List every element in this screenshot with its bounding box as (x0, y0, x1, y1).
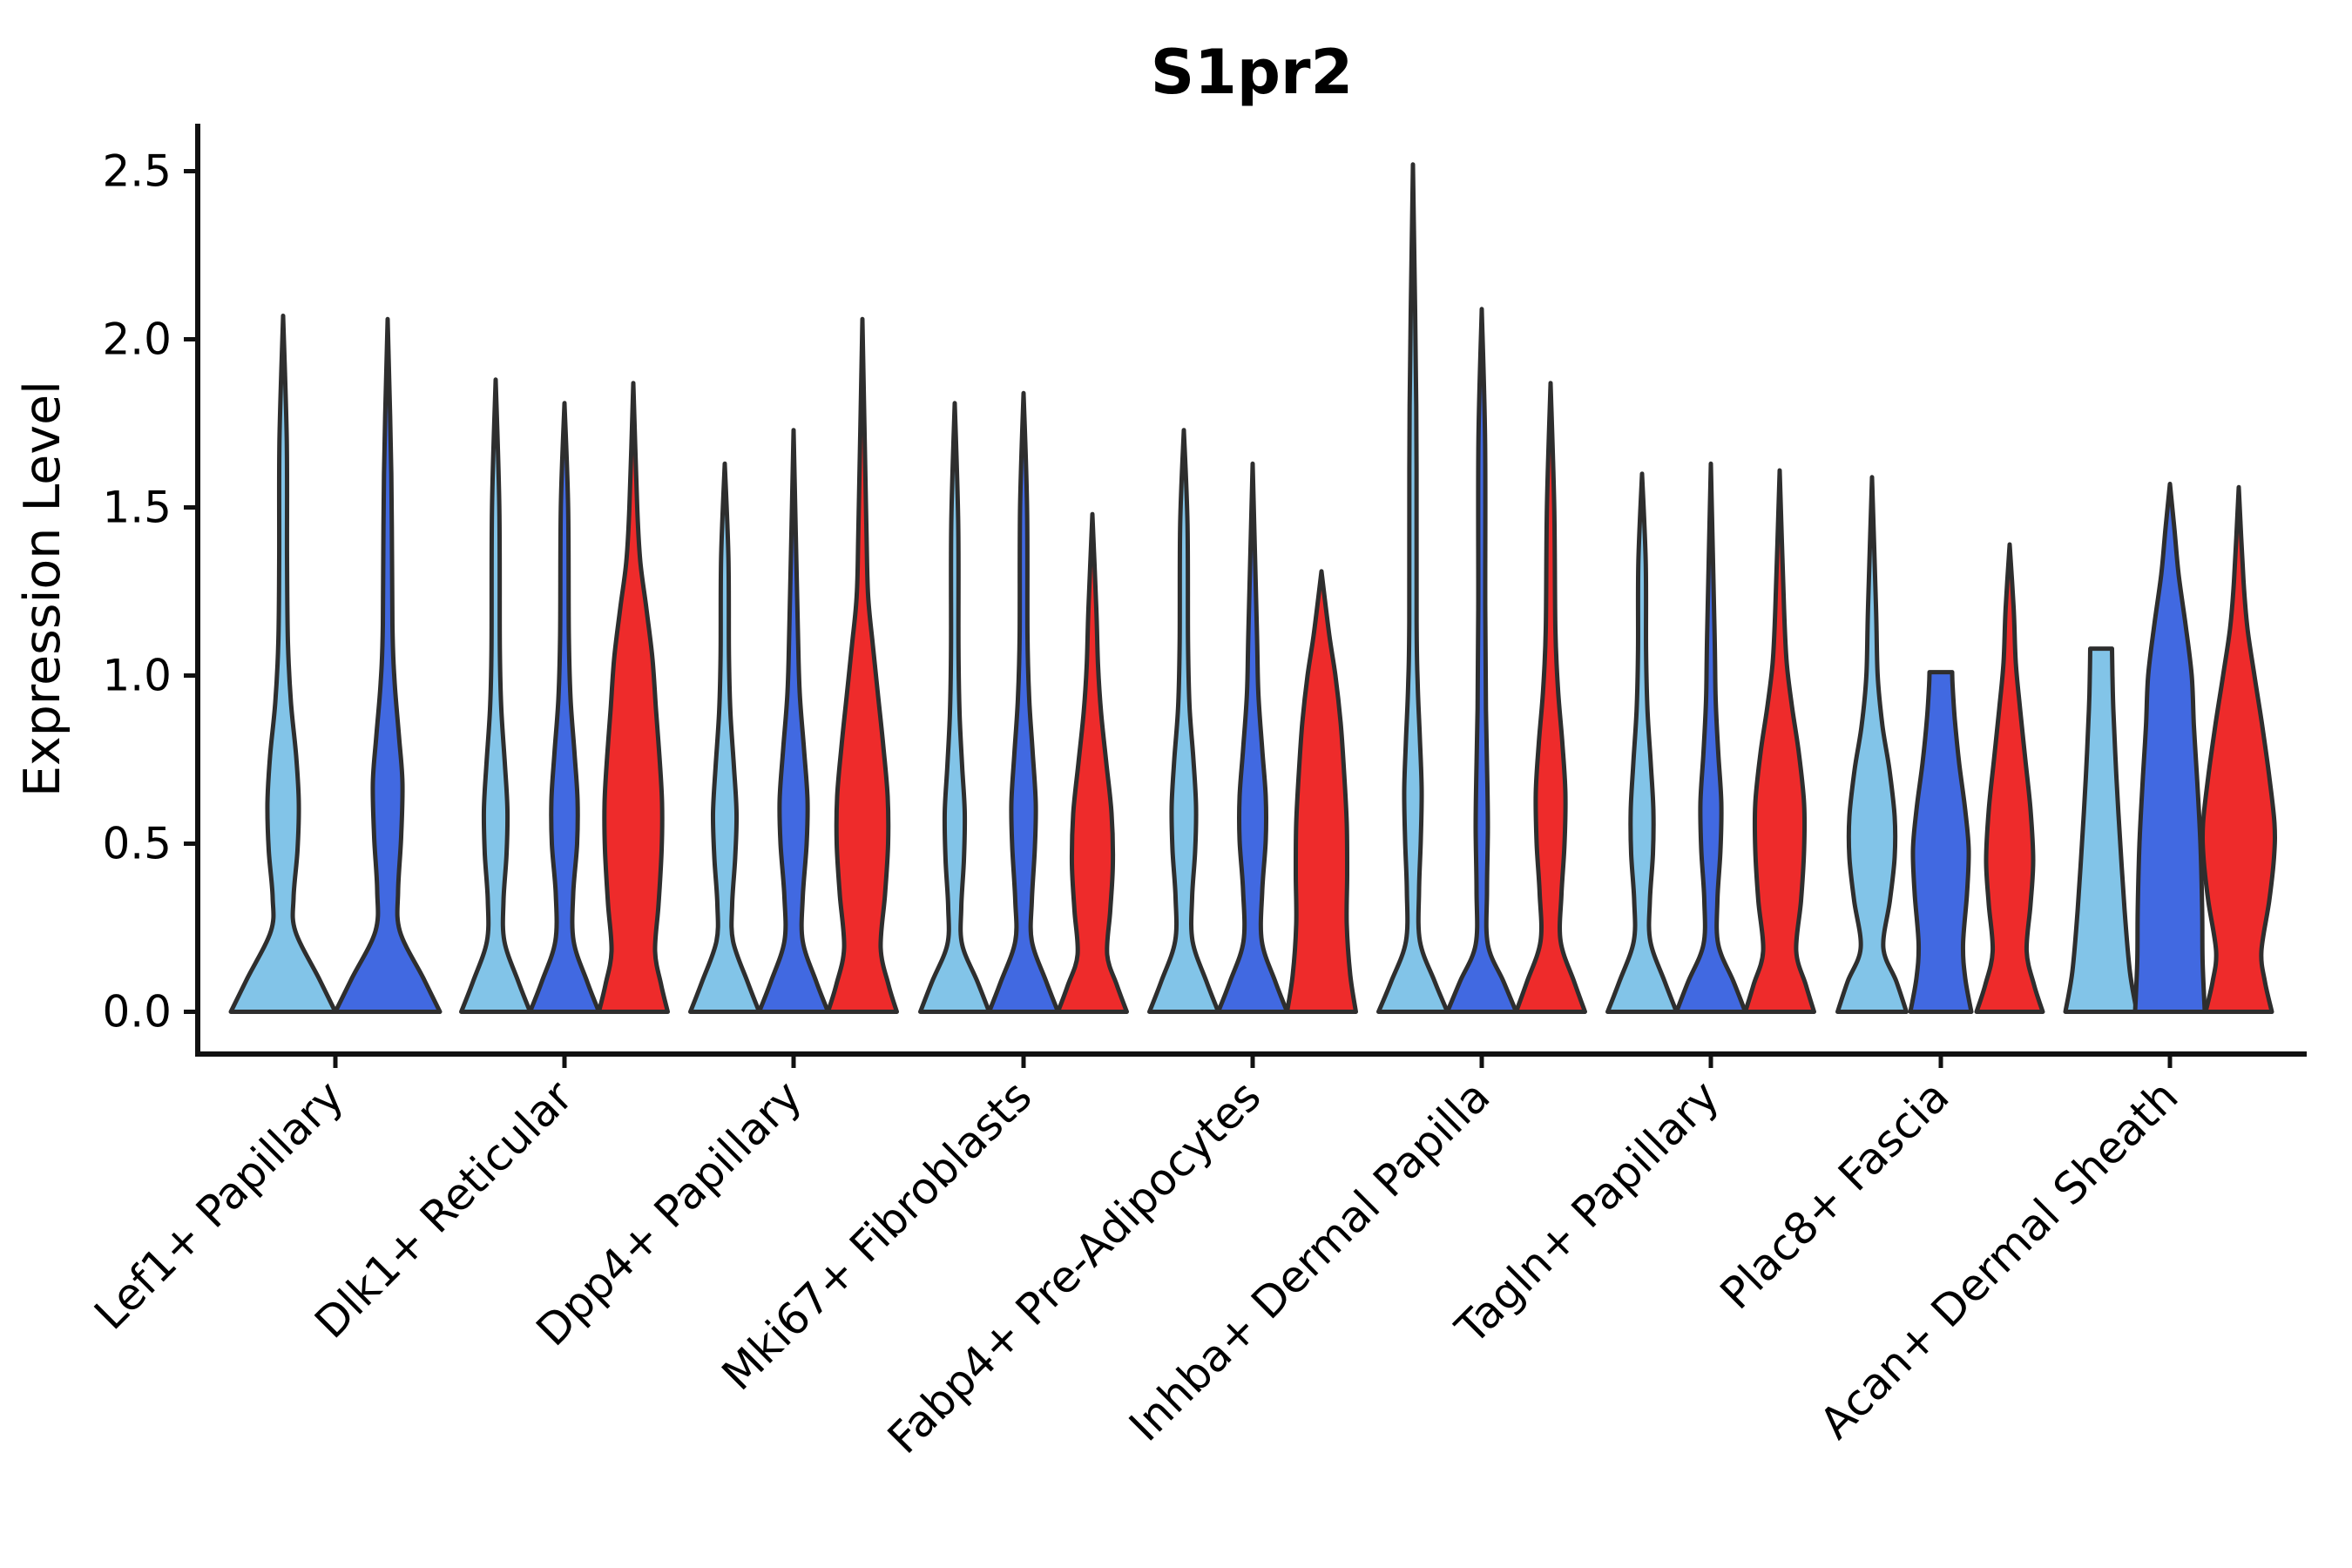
violin-5-split_a (1147, 428, 1220, 1014)
violin-9-split_b (2132, 482, 2207, 1014)
violin-group-1 (228, 314, 443, 1014)
violin-group-5 (1147, 428, 1358, 1014)
violin-9-split_a (2063, 646, 2139, 1014)
violin-7-split_a (1605, 471, 1679, 1014)
violin-2-split_b (528, 401, 601, 1014)
violin-4-split_c (1056, 511, 1129, 1014)
violin-7-split_b (1674, 461, 1747, 1014)
violin-group-3 (688, 316, 899, 1014)
violin-3-split_b (757, 428, 830, 1014)
violin-8-split_a (1835, 475, 1909, 1014)
violin-6-split_b (1445, 307, 1518, 1014)
y-tick-label: 2.5 (102, 146, 172, 197)
violin-7-split_c (1743, 468, 1816, 1014)
violin-3-split_a (688, 461, 761, 1014)
violin-9-split_c (2200, 484, 2278, 1014)
violin-2-split_a (459, 377, 532, 1014)
y-tick-label: 0.0 (102, 987, 172, 1037)
violin-group-2 (459, 377, 670, 1014)
chart-title: S1pr2 (1151, 37, 1353, 108)
violin-group-4 (918, 390, 1129, 1014)
violin-1-split_a (228, 314, 338, 1014)
violin-5-split_b (1216, 461, 1289, 1014)
y-tick-label: 0.5 (102, 819, 172, 869)
violin-3-split_c (826, 316, 899, 1014)
violin-4-split_b (987, 390, 1060, 1014)
violin-group-8 (1835, 475, 2045, 1014)
violin-6-split_a (1376, 162, 1450, 1014)
x-tick-label: Lef1+ Papillary (84, 1071, 353, 1339)
violin-4-split_a (918, 401, 991, 1014)
violin-group-6 (1376, 162, 1587, 1014)
y-tick-label: 2.0 (102, 314, 172, 365)
violin-6-split_c (1514, 381, 1587, 1014)
x-tick-label: Fabp4+ Pre-Adipocytes (878, 1071, 1271, 1463)
violin-5-split_c (1285, 569, 1358, 1014)
violin-2-split_c (597, 381, 670, 1014)
x-tick-label: Plac8+ Fascia (1711, 1071, 1959, 1319)
y-tick-label: 1.5 (102, 483, 172, 533)
y-axis-label: Expression Level (14, 381, 71, 797)
violins-layer (228, 162, 2278, 1014)
violin-8-split_c (1974, 542, 2045, 1014)
violin-group-9 (2063, 482, 2278, 1014)
violin-group-7 (1605, 461, 1816, 1014)
y-tick-label: 1.0 (102, 651, 172, 701)
violin-8-split_b (1908, 670, 1974, 1014)
violin-1-split_b (333, 316, 443, 1014)
